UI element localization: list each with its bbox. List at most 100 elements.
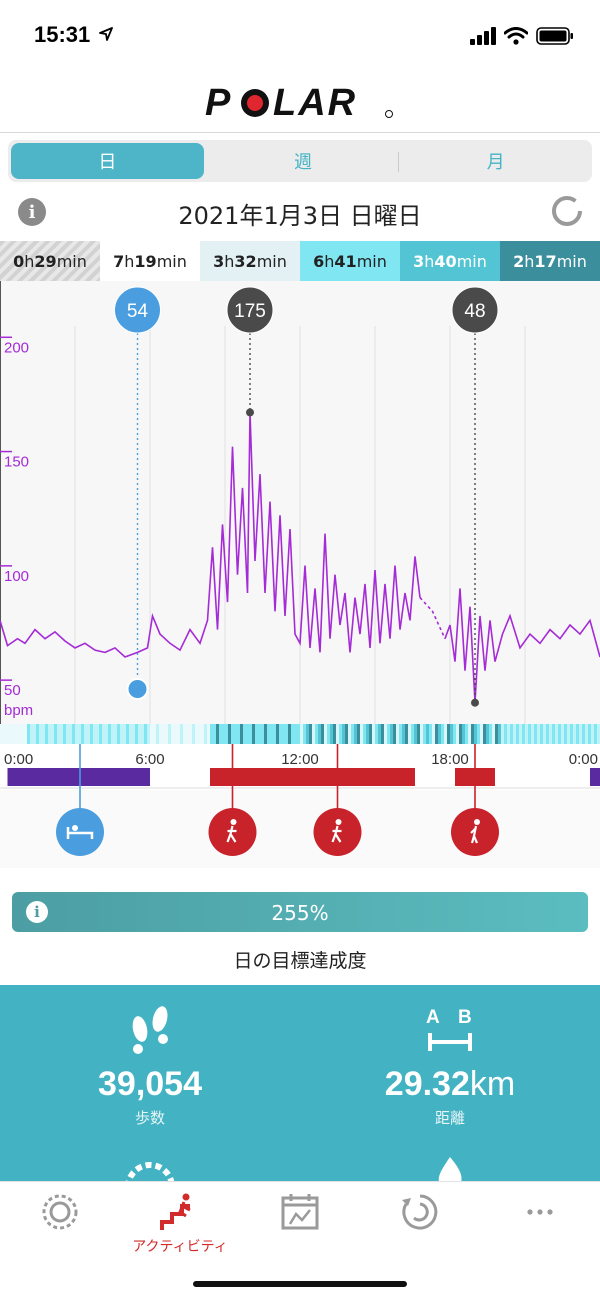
zone-strip-segment bbox=[177, 724, 181, 744]
zone-strip-segment bbox=[81, 724, 85, 744]
info-icon[interactable]: i bbox=[18, 198, 46, 226]
zone-strip-segment bbox=[555, 724, 559, 744]
zone-strip-segment bbox=[390, 724, 394, 744]
zone-strip-segment bbox=[501, 724, 505, 744]
standing-icon bbox=[474, 819, 480, 825]
zone-strip-segment bbox=[384, 724, 388, 744]
zone-strip-segment bbox=[93, 724, 97, 744]
tab-activity-ring[interactable] bbox=[0, 1192, 120, 1262]
zone-strip-segment bbox=[426, 724, 430, 744]
zone-strip-segment bbox=[429, 724, 433, 744]
zone-strip-segment bbox=[342, 724, 346, 744]
zone-strip-segment bbox=[237, 724, 241, 744]
zone-strip-segment bbox=[333, 724, 337, 744]
home-indicator bbox=[193, 1281, 407, 1287]
zone-strip-segment bbox=[288, 724, 292, 744]
sync-icon[interactable] bbox=[550, 194, 584, 228]
location-arrow-icon bbox=[99, 27, 113, 41]
zone-strip-segment bbox=[465, 724, 469, 744]
tab-recovery[interactable] bbox=[360, 1192, 480, 1262]
zone-strip-segment bbox=[438, 724, 442, 744]
x-tick-label: 0:00 bbox=[569, 751, 598, 768]
zone-strip-segment bbox=[489, 724, 493, 744]
status-icons bbox=[470, 26, 574, 46]
zone-strip-segment bbox=[348, 724, 352, 744]
zone-strip-segment bbox=[318, 724, 322, 744]
zone-strip-segment bbox=[420, 724, 424, 744]
marker-bubble-54 bbox=[114, 286, 161, 334]
walking-icon bbox=[230, 819, 237, 825]
marker-dot bbox=[246, 408, 254, 417]
zone-strip-segment bbox=[564, 724, 568, 744]
zone-strip-segment bbox=[477, 724, 481, 744]
y-tick-label: 200 bbox=[4, 339, 29, 356]
zone-strip-segment bbox=[18, 724, 22, 744]
zone-strip-segment bbox=[486, 724, 490, 744]
zone-strip-segment bbox=[510, 724, 514, 744]
zone-strip-segment bbox=[411, 724, 415, 744]
zone-strip-segment bbox=[159, 724, 163, 744]
zone-strip-segment bbox=[45, 724, 49, 744]
svg-text:LAR: LAR bbox=[273, 82, 357, 122]
heart-rate-chart: 50 100 150 200 bpm 54 175 48 0:00 6:00 12:00 18:00 0… bbox=[0, 281, 600, 868]
tab-more[interactable] bbox=[480, 1192, 600, 1262]
zone-strip-segment bbox=[546, 724, 550, 744]
moon-icon bbox=[126, 678, 149, 700]
zone-duration-3: 3 h 32 min bbox=[200, 241, 300, 281]
zone-strip-segment bbox=[102, 724, 106, 744]
goal-info-icon[interactable]: i bbox=[26, 901, 48, 923]
zone-duration-6: 2 h 17 min bbox=[500, 241, 600, 281]
header-divider bbox=[0, 132, 600, 133]
walking-figure bbox=[226, 825, 237, 843]
heart-rate-line bbox=[0, 412, 421, 658]
zone-strip-segment bbox=[468, 724, 472, 744]
zone-strip-segment bbox=[87, 724, 91, 744]
zone-strip-segment bbox=[153, 724, 157, 744]
zone-strip-segment bbox=[507, 724, 511, 744]
zone-strip-segment bbox=[321, 724, 325, 744]
walking-icon bbox=[335, 819, 342, 825]
zone-strip-segment bbox=[537, 724, 541, 744]
status-time: 15:31 bbox=[34, 22, 91, 47]
standing-figure bbox=[470, 825, 479, 844]
zone-strip-segment bbox=[240, 724, 244, 744]
y-tick-label: 50 bbox=[4, 682, 21, 699]
stairs-runner-icon bbox=[160, 1193, 191, 1230]
zone-duration-5: 3 h 40 min bbox=[400, 241, 500, 281]
tab-week[interactable]: 週 bbox=[294, 152, 312, 173]
zone-strip-segment bbox=[597, 724, 600, 744]
x-tick-label: 0:00 bbox=[4, 751, 33, 768]
zone-strip-segment bbox=[315, 724, 319, 744]
zone-strip-segment bbox=[57, 724, 61, 744]
zone-strip-segment bbox=[294, 724, 298, 744]
zone-strip-segment bbox=[129, 724, 133, 744]
marker-bubble-175 bbox=[226, 286, 274, 334]
zone-strip-segment bbox=[15, 724, 19, 744]
zone-strip-segment bbox=[69, 724, 73, 744]
x-tick-label: 6:00 bbox=[135, 751, 164, 768]
x-tick-label: 12:00 bbox=[281, 751, 319, 768]
zone-strip-segment bbox=[150, 724, 154, 744]
a-to-b-icon: A B bbox=[426, 1007, 472, 1051]
zone-strip-segment bbox=[84, 724, 88, 744]
zone-strip-segment bbox=[33, 724, 37, 744]
sleep-bed-icon bbox=[66, 827, 94, 839]
date-title: 2021年1月3日 日曜日 bbox=[178, 202, 422, 230]
more-icon bbox=[527, 1209, 553, 1215]
zone-strip-segment bbox=[225, 724, 229, 744]
zone-strip-segment bbox=[480, 724, 484, 744]
zone-duration-2: 7 h 19 min bbox=[100, 241, 200, 281]
calories-icon bbox=[125, 1162, 175, 1181]
goal-label: 日の目標達成度 bbox=[233, 950, 367, 972]
tab-month[interactable]: 月 bbox=[486, 152, 505, 173]
zone-strip-segment bbox=[495, 724, 499, 744]
tab-day[interactable]: 日 bbox=[11, 143, 204, 179]
tab-activity[interactable]: アクティビティ bbox=[120, 1192, 240, 1262]
tab-calendar[interactable] bbox=[240, 1192, 360, 1262]
goal-percent: 255% bbox=[271, 901, 329, 925]
zone-strip-segment bbox=[531, 724, 535, 744]
zone-strip-segment bbox=[453, 724, 457, 744]
calendar-icon bbox=[281, 1194, 319, 1230]
zone-strip-segment bbox=[0, 724, 4, 744]
daily-goal-progress-bar[interactable]: i 255% bbox=[12, 892, 588, 932]
